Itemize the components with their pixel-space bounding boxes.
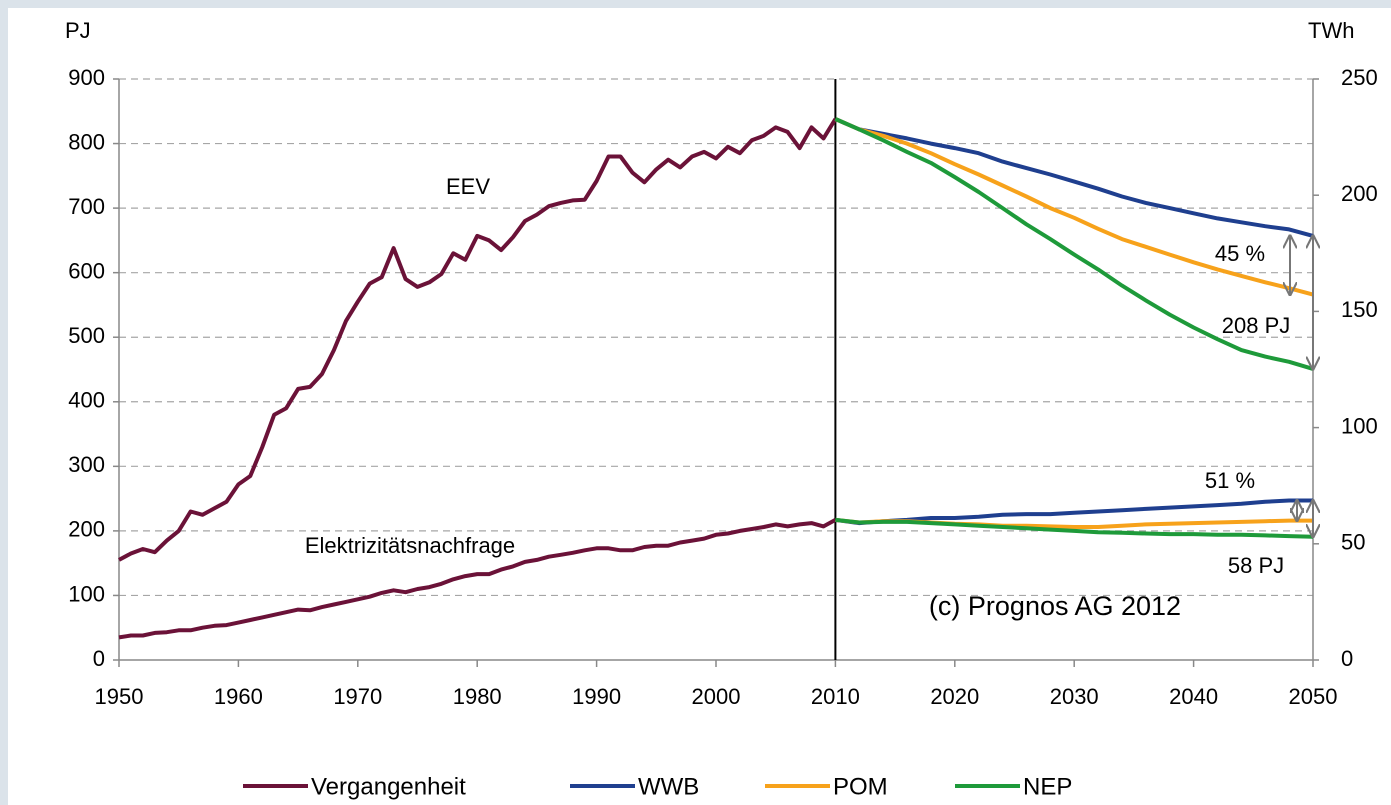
y-tick-label: 300 <box>68 452 105 477</box>
y-tick-label: 900 <box>68 65 105 90</box>
y-tick-label: 700 <box>68 194 105 219</box>
x-tick-label: 2030 <box>1050 684 1099 709</box>
series-line <box>834 117 1314 297</box>
y2-tick-label: 250 <box>1341 65 1378 90</box>
legend-label: POM <box>833 773 888 800</box>
series-line <box>118 117 838 562</box>
annotation: 208 PJ <box>1222 313 1291 338</box>
x-tick-label: 2040 <box>1169 684 1218 709</box>
annotation: (c) Prognos AG 2012 <box>929 591 1181 621</box>
series-line <box>834 117 1314 238</box>
legend-label: Vergangenheit <box>311 773 466 800</box>
x-tick-label: 1970 <box>333 684 382 709</box>
series-line <box>835 498 1313 526</box>
y-tick-label: 0 <box>93 646 105 671</box>
chart-background <box>8 8 1391 805</box>
x-tick-label: 1990 <box>572 684 621 709</box>
y2-unit: TWh <box>1308 18 1354 43</box>
legend-item: WWB <box>570 773 699 800</box>
legend-item: POM <box>765 773 888 800</box>
x-tick-label: 1980 <box>453 684 502 709</box>
y-tick-label: 200 <box>68 517 105 542</box>
y2-tick-label: 200 <box>1341 181 1378 206</box>
series-line <box>835 517 1314 539</box>
y-tick-label: 500 <box>68 323 105 348</box>
annotation: EEV <box>446 174 490 199</box>
x-tick-label: 2010 <box>811 684 860 709</box>
y2-tick-label: 150 <box>1341 297 1378 322</box>
y-tick-label: 400 <box>68 388 105 413</box>
x-tick-label: 1950 <box>95 684 144 709</box>
y-tick-label: 800 <box>68 129 105 154</box>
x-tick-label: 2000 <box>692 684 741 709</box>
y-tick-label: 600 <box>68 258 105 283</box>
y2-tick-label: 100 <box>1341 413 1378 438</box>
legend-label: WWB <box>638 773 699 800</box>
annotation: 58 PJ <box>1228 553 1284 578</box>
y-unit: PJ <box>65 18 91 43</box>
series-line <box>118 518 837 640</box>
x-tick-label: 2050 <box>1289 684 1338 709</box>
annotation: 45 % <box>1215 241 1265 266</box>
x-tick-label: 2020 <box>930 684 979 709</box>
legend-item: Vergangenheit <box>243 773 466 800</box>
y2-tick-label: 50 <box>1341 530 1365 555</box>
series-line <box>834 117 1314 371</box>
y-tick-label: 100 <box>68 581 105 606</box>
annotation: Elektrizitätsnachfrage <box>305 533 515 558</box>
legend-label: NEP <box>1023 773 1072 800</box>
x-tick-label: 1960 <box>214 684 263 709</box>
legend-item: NEP <box>955 773 1072 800</box>
annotation: 51 % <box>1205 468 1255 493</box>
y2-tick-label: 0 <box>1341 646 1353 671</box>
